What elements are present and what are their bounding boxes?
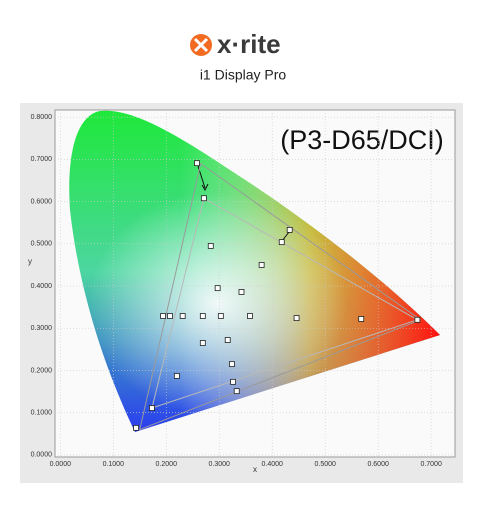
- measured-point: [247, 313, 253, 319]
- measured-point: [167, 313, 173, 319]
- measured-point: [293, 315, 300, 322]
- measured-point: [230, 378, 236, 385]
- measured-point: [199, 313, 206, 319]
- product: i1 Display Pro: [200, 67, 287, 83]
- x-tick-label: 0.2000: [156, 461, 178, 468]
- brand: x·rite: [217, 29, 281, 59]
- measured-point: [207, 243, 214, 249]
- x-tick-label: 0.0000: [50, 461, 72, 468]
- x-tick-label: 0.1000: [103, 461, 125, 468]
- gamut-triangle: [139, 162, 421, 431]
- x-tick-label: 0.7000: [420, 461, 442, 468]
- x-tick-label: 0.5000: [314, 461, 336, 468]
- x-axis-label: x: [253, 465, 257, 474]
- logo: [190, 34, 212, 56]
- measured-point: [200, 195, 207, 202]
- y-axis-label: y: [28, 257, 32, 266]
- measured-point: [224, 337, 231, 343]
- x-tick-label: 0.4000: [262, 461, 284, 468]
- y-tick-label: 0.7000: [31, 156, 53, 163]
- measured-point: [358, 316, 365, 322]
- measured-point: [286, 226, 293, 233]
- x-tick-label: 0.6000: [367, 461, 389, 468]
- measured-point: [173, 373, 180, 379]
- y-tick-label: 0.1000: [31, 410, 53, 417]
- measured-point: [229, 361, 235, 368]
- y-tick-label: 0.0000: [31, 452, 53, 459]
- measured-point: [179, 313, 186, 319]
- y-tick-label: 0.5000: [31, 241, 53, 248]
- y-tick-label: 0.8000: [31, 114, 53, 121]
- measured-point: [199, 340, 206, 346]
- measured-point: [217, 313, 224, 319]
- measured-point: [149, 405, 155, 411]
- x-tick-label: 0.3000: [209, 461, 231, 468]
- y-tick-label: 0.4000: [31, 283, 53, 290]
- measured-point: [414, 316, 421, 323]
- y-tick-label: 0.3000: [31, 325, 53, 332]
- measured-point: [278, 239, 285, 246]
- measured-point: [258, 262, 265, 268]
- measured-point: [238, 289, 245, 295]
- y-tick-label: 0.6000: [31, 198, 53, 205]
- measured-point: [233, 388, 240, 395]
- gamut-triangle: [151, 197, 418, 409]
- y-tick-label: 0.2000: [31, 367, 53, 374]
- measured-point: [133, 424, 139, 431]
- measured-point: [194, 160, 200, 167]
- spectral-locus: [69, 110, 440, 433]
- measured-point: [160, 313, 166, 319]
- measured-point: [214, 285, 221, 292]
- annotation: (P3-D65/DCI): [280, 125, 444, 155]
